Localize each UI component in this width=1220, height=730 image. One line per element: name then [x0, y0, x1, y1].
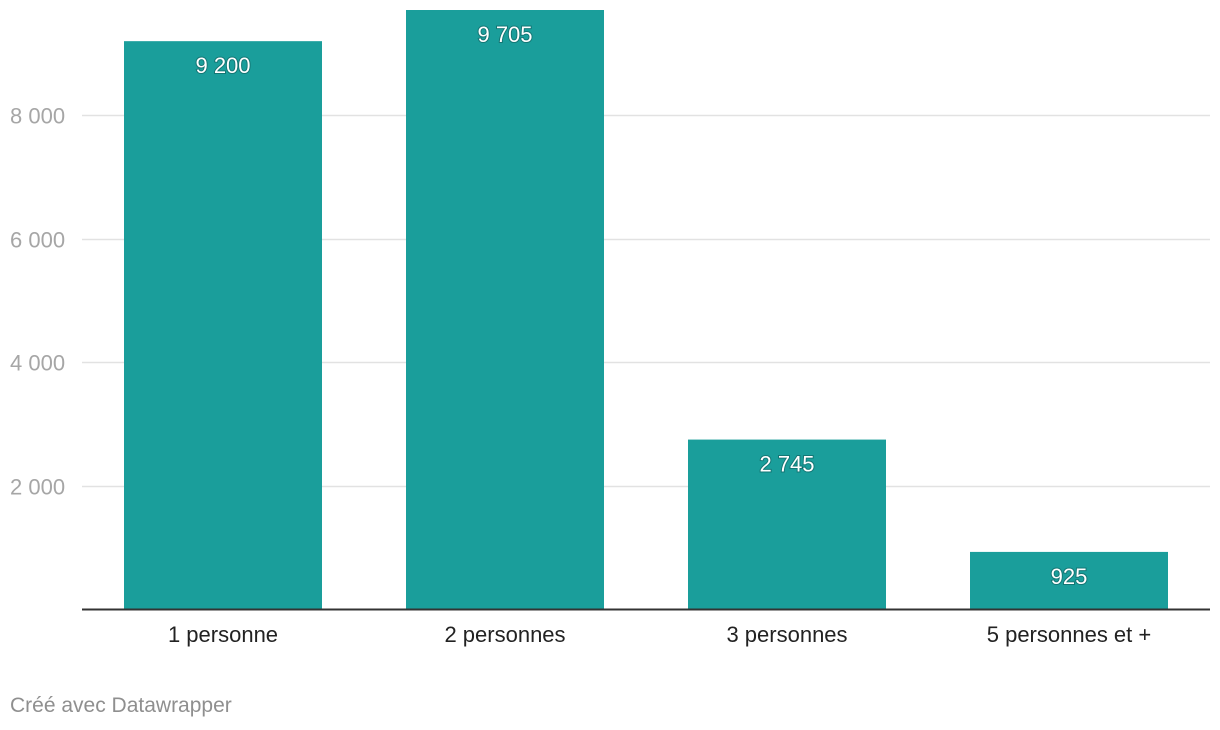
- data-label: 925: [1051, 564, 1088, 589]
- data-label: 9 200: [195, 53, 250, 78]
- bar: [688, 439, 886, 609]
- data-label: 2 745: [759, 452, 814, 477]
- bar: [406, 10, 604, 609]
- axes: 2 000 4 000 6 000 8 000 1 personne 2 personne…: [10, 104, 1210, 647]
- x-tick-label: 2 personnes: [444, 622, 565, 647]
- value-labels: 9 200 9 705 2 745 925: [194, 21, 1088, 590]
- y-tick-label: 4 000: [10, 351, 65, 376]
- bar: [124, 41, 322, 609]
- bar: [970, 551, 1168, 609]
- x-tick-label: 1 personne: [168, 622, 278, 647]
- credit-text: Créé avec Datawrapper: [10, 694, 232, 717]
- y-tick-label: 6 000: [10, 228, 65, 253]
- data-label: 9 705: [477, 22, 532, 47]
- y-tick-label: 2 000: [10, 475, 65, 500]
- x-tick-label: 5 personnes et +: [987, 622, 1152, 647]
- x-tick-label: 3 personnes: [726, 622, 847, 647]
- bars: [124, 10, 1168, 609]
- y-tick-label: 8 000: [10, 104, 65, 129]
